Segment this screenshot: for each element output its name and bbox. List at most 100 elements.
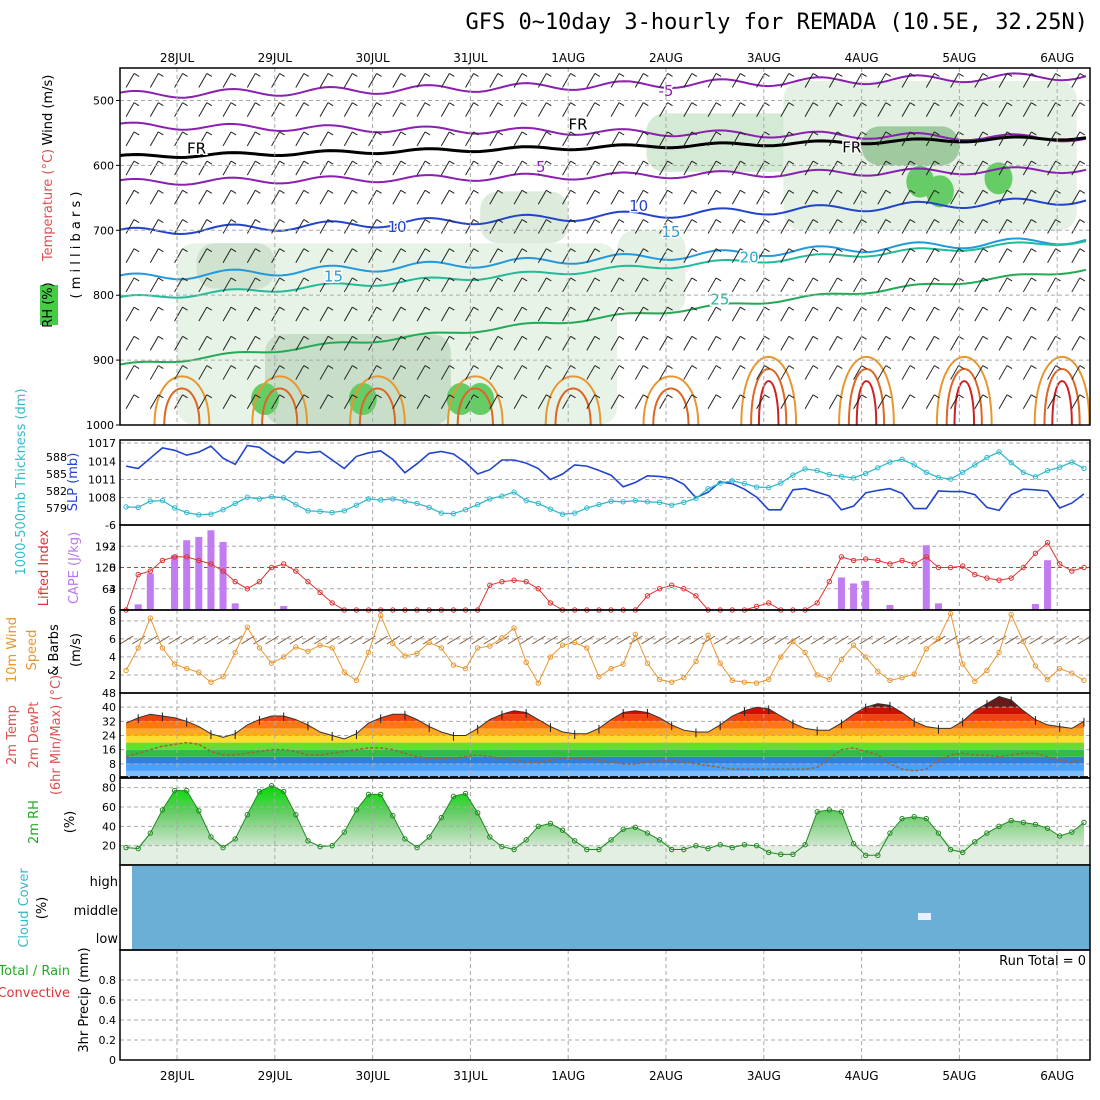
wind-barb: [343, 102, 353, 117]
wind-barb-flag: [618, 394, 625, 399]
thickness-series-point: [329, 509, 335, 516]
wind-10m-barb: [823, 635, 837, 645]
wind-10m-barb: [168, 635, 182, 645]
temp-band: [126, 728, 1084, 736]
wind-barb: [537, 219, 547, 234]
wind-barb-flag: [570, 73, 576, 77]
rh-series-point: [220, 844, 226, 851]
wind-barb-flag: [667, 394, 673, 399]
slp-series: [125, 444, 1085, 512]
wind-barb: [174, 160, 183, 176]
wind-barb: [562, 190, 571, 205]
date-label-top: 5AUG: [942, 51, 976, 65]
wind-speed-series-point: [171, 661, 178, 667]
wind-speed-series-point: [365, 649, 372, 656]
rh-series-point: [232, 836, 238, 842]
thickness-series-point: [911, 462, 917, 468]
wind-barb: [925, 190, 935, 205]
wind-barb-flag: [667, 365, 673, 369]
wind-barb: [707, 365, 717, 380]
wind-barb-flag: [861, 394, 867, 399]
lifted-index-series-point: [232, 578, 238, 585]
wind-barb: [707, 102, 717, 117]
wind-barb: [756, 248, 765, 263]
lifted-index-series-point: [1069, 568, 1075, 574]
wind-barb: [901, 160, 911, 176]
wind-barb-flag: [133, 189, 140, 194]
rh-series-point: [850, 841, 857, 847]
rh-series-point: [293, 812, 299, 818]
wind-barb-flag: [133, 335, 140, 340]
wind-barb: [246, 219, 256, 234]
wind-barb: [416, 248, 426, 263]
wind-barb: [756, 336, 765, 351]
wind-barb: [804, 160, 814, 176]
wind-barb-flag: [667, 248, 673, 253]
wind-barb: [513, 102, 523, 117]
wind-barb: [513, 131, 523, 147]
wind-barb: [392, 160, 402, 176]
wind-barb: [659, 190, 668, 205]
wind-barb-flag: [1006, 219, 1013, 223]
thickness-series-point: [862, 470, 869, 477]
lifted-index-series-point: [280, 561, 287, 567]
wind-barb: [586, 73, 596, 88]
wind-barb-flag: [133, 131, 140, 136]
rh-series-point: [947, 846, 954, 853]
wind-barb-flag: [837, 73, 843, 77]
lifted-index-series-point: [1008, 575, 1014, 581]
wind-barb-flag: [182, 248, 188, 253]
wind-speed-series-point: [705, 632, 711, 638]
wind-barb-flag: [764, 219, 770, 223]
wind-10m-barb: [968, 635, 983, 645]
contour-label: 20: [740, 249, 759, 267]
wind-barb-flag: [812, 394, 819, 399]
pressure-tick-label: 1000: [86, 419, 114, 432]
wind-barb: [974, 248, 984, 263]
wind-barb-flag: [133, 160, 140, 165]
thickness-series-point: [232, 500, 238, 507]
wind-barb: [925, 277, 935, 293]
wind-barb: [1071, 219, 1081, 234]
wind-speed-series-point: [596, 674, 602, 680]
wind-barb-flag: [424, 365, 431, 369]
wind-barb-flag: [352, 394, 358, 399]
wind-10m-barb: [289, 635, 304, 645]
wind-barb: [343, 219, 353, 234]
wind-barb: [271, 73, 280, 88]
thickness-series-point: [365, 496, 372, 502]
wind-barb-flag: [691, 365, 698, 369]
temp-band: [126, 721, 1084, 729]
rh-series-point: [183, 787, 190, 794]
wind-barb: [513, 365, 523, 380]
temp-tick-label: 16: [102, 744, 116, 757]
wind-barb-flag: [133, 102, 140, 107]
wind-barb-flag: [643, 365, 649, 369]
wind-barb-flag: [279, 277, 285, 282]
thickness-series-point: [511, 489, 517, 495]
wind-barb-flag: [1079, 102, 1086, 107]
wind-barbs: [125, 73, 1086, 410]
wind-barb-flag: [352, 335, 358, 340]
wind-barb: [1022, 73, 1032, 88]
rh-series-point: [305, 838, 311, 844]
wind-barb: [440, 248, 450, 263]
wind-barb-flag: [934, 160, 940, 165]
temp-band: [126, 735, 1084, 743]
wind-barb-flag: [400, 277, 407, 282]
thickness-series-point: [450, 510, 457, 517]
wind-barb-flag: [1079, 394, 1086, 399]
wind-barb-flag: [594, 219, 601, 223]
wind-speed-series-point: [123, 667, 129, 674]
wind-barb: [440, 219, 450, 234]
rh-series-point: [1020, 819, 1027, 826]
wind-barb: [853, 277, 862, 293]
wind-barb: [1071, 190, 1081, 205]
wind-barb-flag: [812, 73, 819, 77]
wind-barb-flag: [740, 219, 746, 223]
wind-barb-flag: [158, 306, 164, 311]
wind-barb-flag: [133, 394, 140, 399]
wind-barb-flag: [327, 131, 334, 136]
temperature-axis-label: Temperature (°C): [41, 149, 56, 262]
wind-barb-flag: [643, 189, 649, 194]
